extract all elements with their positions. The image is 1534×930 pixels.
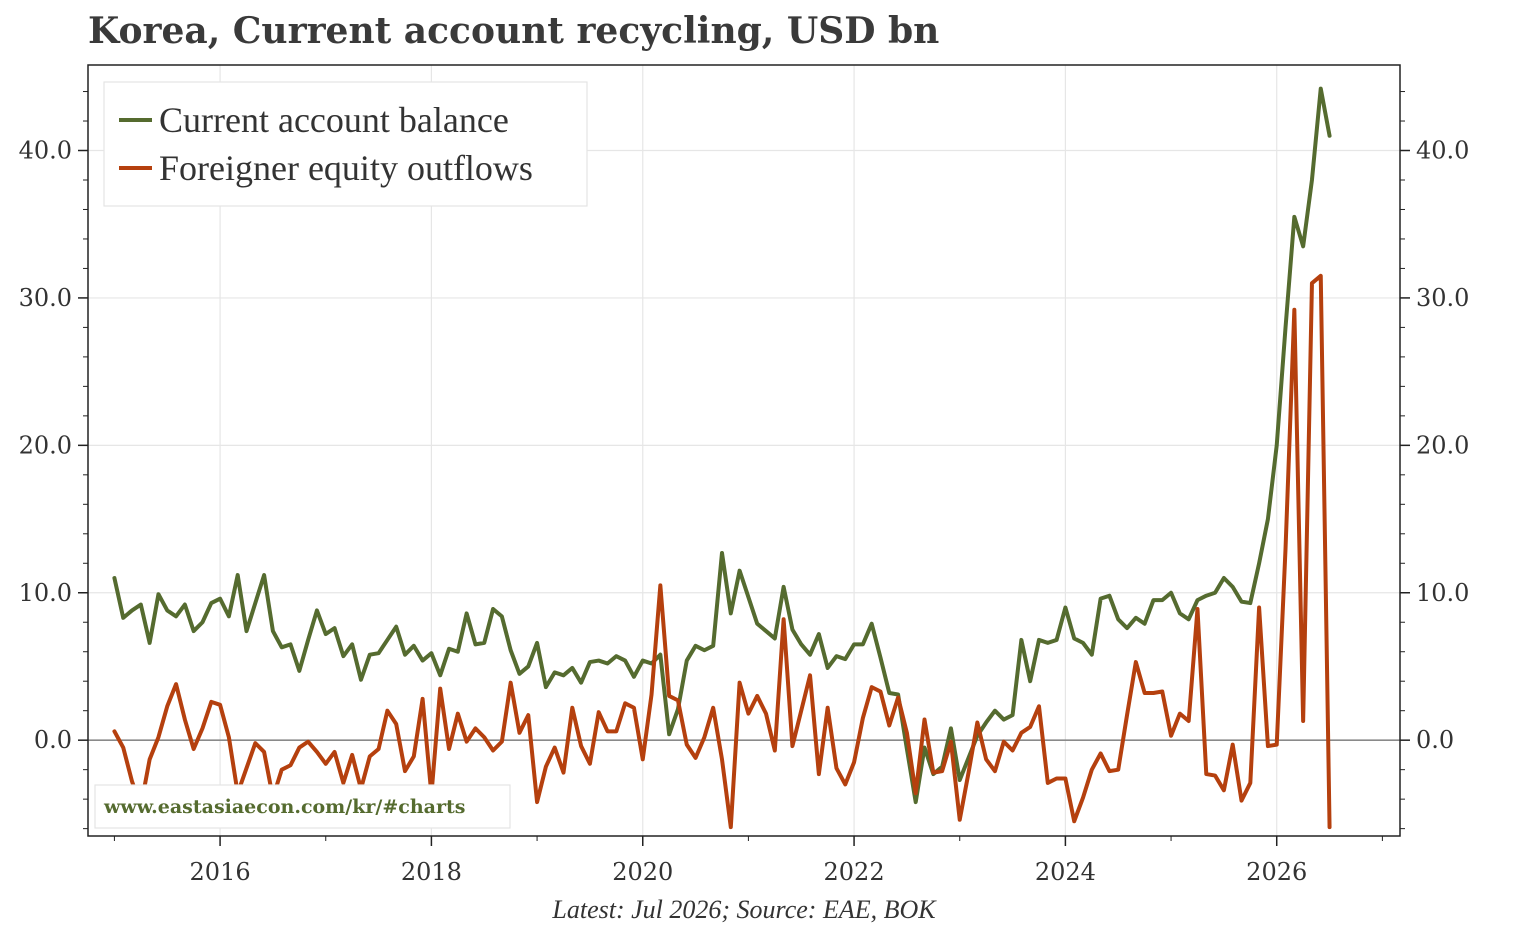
legend-label-equity-outflows: Foreigner equity outflows xyxy=(159,148,533,188)
y-tick-label-right: 0.0 xyxy=(1416,726,1454,754)
x-tick-label: 2018 xyxy=(401,858,462,886)
x-tick-label: 2026 xyxy=(1246,858,1307,886)
watermark[interactable]: www.eastasiaecon.com/kr/#charts xyxy=(94,784,511,829)
y-tick-label-left: 10.0 xyxy=(19,579,72,607)
x-tick-label: 2020 xyxy=(612,858,673,886)
source-note: Latest: Jul 2026; Source: EAE, BOK xyxy=(551,895,937,924)
x-tick-label: 2024 xyxy=(1035,858,1096,886)
legend-box xyxy=(103,81,588,207)
axes: 0.0 0.0 10.0 10.0 20.0 20.0 30.0 30.0 40.0 40.0 20… xyxy=(19,91,1469,886)
y-tick-label-right: 40.0 xyxy=(1416,137,1469,165)
legend[interactable]: Current account balance Foreigner equity… xyxy=(103,81,588,207)
series-line-current-account xyxy=(112,86,1332,805)
watermark-box xyxy=(94,784,511,829)
y-tick-label-right: 30.0 xyxy=(1416,284,1469,312)
chart-title: Korea, Current account recycling, USD bn xyxy=(88,10,940,52)
series-line-equity-outflows xyxy=(112,273,1332,830)
plot-frame xyxy=(87,64,1401,837)
y-tick-label-left: 0.0 xyxy=(34,726,72,754)
legend-label-current-account: Current account balance xyxy=(159,100,509,140)
y-tick-label-left: 30.0 xyxy=(19,284,72,312)
series-lines xyxy=(112,86,1332,830)
y-tick-label-right: 10.0 xyxy=(1416,579,1469,607)
y-tick-label-right: 20.0 xyxy=(1416,431,1469,459)
watermark-link[interactable]: www.eastasiaecon.com/kr/#charts xyxy=(103,796,465,818)
x-tick-label: 2022 xyxy=(824,858,885,886)
y-tick-label-left: 40.0 xyxy=(19,137,72,165)
x-tick-label: 2016 xyxy=(190,858,251,886)
y-tick-label-left: 20.0 xyxy=(19,431,72,459)
